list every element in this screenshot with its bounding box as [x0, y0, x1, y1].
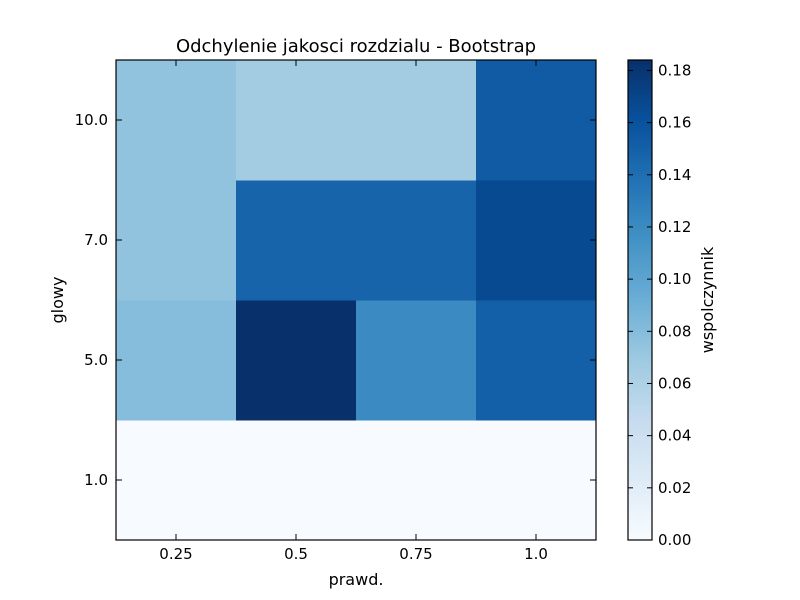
x-axis-label: prawd.	[329, 570, 384, 589]
y-axis-label: glowy	[48, 277, 67, 324]
heatmap-cell	[476, 300, 597, 421]
colorbar-tick-label: 0.18	[658, 61, 691, 79]
y-tick-label: 1.0	[84, 471, 108, 489]
heatmap-cell	[236, 180, 357, 301]
heatmap-cell	[476, 420, 597, 541]
heatmap-cell	[236, 60, 357, 181]
y-tick-label: 7.0	[84, 231, 108, 249]
heatmap-cell	[116, 60, 237, 181]
heatmap-cell	[116, 300, 237, 421]
colorbar-tick-label: 0.06	[658, 374, 691, 392]
heatmap-cell	[476, 60, 597, 181]
x-tick-label: 1.0	[524, 545, 548, 563]
heatmap-cells	[116, 60, 597, 541]
x-tick-label: 0.75	[399, 545, 432, 563]
heatmap-cell	[356, 180, 477, 301]
heatmap-cell	[116, 420, 237, 541]
colorbar-label: wspolczynnik	[698, 246, 717, 353]
chart-title: Odchylenie jakosci rozdzialu - Bootstrap	[176, 36, 536, 57]
heatmap-cell	[356, 300, 477, 421]
colorbar-tick-label: 0.12	[658, 218, 691, 236]
y-tick-label: 10.0	[75, 111, 108, 129]
heatmap-cell	[476, 180, 597, 301]
colorbar-tick-label: 0.08	[658, 322, 691, 340]
x-tick-label: 0.25	[159, 545, 192, 563]
colorbar-ticks: 0.00 0.02 0.04 0.06 0.08 0.10 0.12 0.14 0.16 0.18	[628, 61, 691, 549]
heatmap-cell	[236, 300, 357, 421]
colorbar-tick-label: 0.02	[658, 479, 691, 497]
colorbar-tick-label: 0.14	[658, 166, 691, 184]
colorbar-tick-label: 0.16	[658, 114, 691, 132]
colorbar-tick-label: 0.10	[658, 270, 691, 288]
colorbar-tick-label: 0.04	[658, 427, 691, 445]
heatmap-cell	[116, 180, 237, 301]
colorbar	[627, 59, 653, 541]
x-tick-label: 0.5	[284, 545, 308, 563]
x-axis-ticks: 0.25 0.5 0.75 1.0	[159, 60, 548, 563]
heatmap-cell	[356, 60, 477, 181]
y-axis-ticks: 1.0 5.0 7.0 10.0	[75, 111, 596, 489]
heatmap-cell	[236, 420, 357, 541]
heatmap-cell	[356, 420, 477, 541]
colorbar-tick-label: 0.00	[658, 531, 691, 549]
plot-frame	[115, 59, 597, 541]
y-tick-label: 5.0	[84, 351, 108, 369]
